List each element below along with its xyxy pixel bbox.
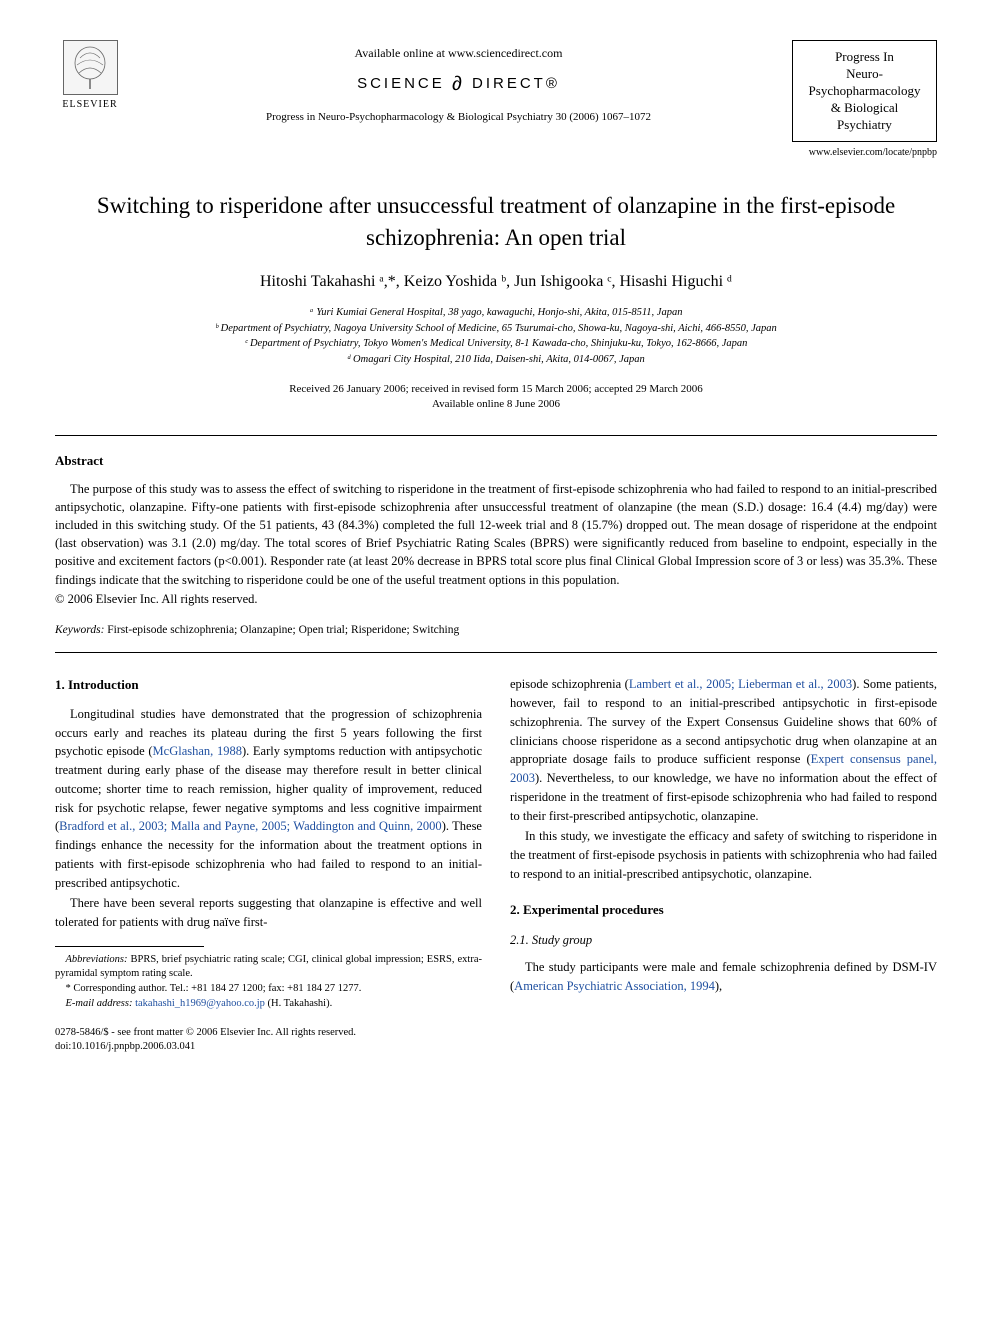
divider-top xyxy=(55,435,937,436)
email-address[interactable]: takahashi_h1969@yahoo.co.jp xyxy=(132,998,264,1009)
section-2-1-heading: 2.1. Study group xyxy=(510,931,937,950)
para-5: The study participants were male and fem… xyxy=(510,958,937,996)
citation-lambert[interactable]: Lambert et al., 2005; Lieberman et al., … xyxy=(629,677,852,691)
section-2-heading: 2. Experimental procedures xyxy=(510,900,937,920)
journal-box-line3: & Biological Psychiatry xyxy=(803,100,926,134)
para-3: episode schizophrenia (Lambert et al., 2… xyxy=(510,675,937,825)
email-line: E-mail address: takahashi_h1969@yahoo.co… xyxy=(55,997,482,1012)
elsevier-tree-icon xyxy=(63,40,118,95)
affiliations-block: ᵃ Yuri Kumiai General Hospital, 38 yago,… xyxy=(55,305,937,368)
bottom-left: 0278-5846/$ - see front matter © 2006 El… xyxy=(55,1026,356,1055)
abbreviations-line: Abbreviations: BPRS, brief psychiatric r… xyxy=(55,953,482,982)
science-direct-suffix: DIRECT® xyxy=(472,75,560,92)
issn-line: 0278-5846/$ - see front matter © 2006 El… xyxy=(55,1026,356,1041)
dates-block: Received 26 January 2006; received in re… xyxy=(55,382,937,413)
citation-bradford[interactable]: Bradford et al., 2003; Malla and Payne, … xyxy=(59,819,442,833)
article-title: Switching to risperidone after unsuccess… xyxy=(75,190,917,252)
para-2: There have been several reports suggesti… xyxy=(55,894,482,932)
science-direct-prefix: SCIENCE xyxy=(357,75,445,92)
section-1-heading: 1. Introduction xyxy=(55,675,482,695)
citation-apa[interactable]: American Psychiatric Association, 1994 xyxy=(514,979,715,993)
affiliation-c: ᶜ Department of Psychiatry, Tokyo Women'… xyxy=(55,336,937,352)
journal-box-line1: Progress In xyxy=(803,49,926,66)
email-label: E-mail address: xyxy=(66,998,133,1009)
citation-mcglashan[interactable]: McGlashan, 1988 xyxy=(153,744,242,758)
footnotes-block: Abbreviations: BPRS, brief psychiatric r… xyxy=(55,953,482,1012)
abstract-text: The purpose of this study was to assess … xyxy=(55,480,937,589)
doi-line: doi:10.1016/j.pnpbp.2006.03.041 xyxy=(55,1040,356,1055)
keywords-label: Keywords: xyxy=(55,624,104,636)
elsevier-label: ELSEVIER xyxy=(62,98,117,112)
para3-text-a: episode schizophrenia ( xyxy=(510,677,629,691)
journal-url: www.elsevier.com/locate/pnpbp xyxy=(809,146,937,160)
para-1: Longitudinal studies have demonstrated t… xyxy=(55,705,482,893)
para3-text-c: ). Nevertheless, to our knowledge, we ha… xyxy=(510,771,937,823)
elsevier-logo: ELSEVIER xyxy=(55,40,125,112)
received-date: Received 26 January 2006; received in re… xyxy=(55,382,937,397)
footnote-divider xyxy=(55,946,204,947)
para-4: In this study, we investigate the effica… xyxy=(510,827,937,883)
divider-bottom xyxy=(55,652,937,653)
bottom-row: 0278-5846/$ - see front matter © 2006 El… xyxy=(55,1026,937,1055)
abstract-copyright: © 2006 Elsevier Inc. All rights reserved… xyxy=(55,591,937,609)
journal-reference: Progress in Neuro-Psychopharmacology & B… xyxy=(125,110,792,125)
affiliation-d: ᵈ Omagari City Hospital, 210 Iida, Daise… xyxy=(55,352,937,368)
affiliation-a: ᵃ Yuri Kumiai General Hospital, 38 yago,… xyxy=(55,305,937,321)
sd-swirl-icon: ∂ xyxy=(452,70,465,98)
affiliation-b: ᵇ Department of Psychiatry, Nagoya Unive… xyxy=(55,321,937,337)
right-column: episode schizophrenia (Lambert et al., 2… xyxy=(510,675,937,1011)
journal-box-line2: Neuro-Psychopharmacology xyxy=(803,66,926,100)
header-right-column: Progress In Neuro-Psychopharmacology & B… xyxy=(792,40,937,160)
journal-title-box: Progress In Neuro-Psychopharmacology & B… xyxy=(792,40,937,142)
page-container: ELSEVIER Available online at www.science… xyxy=(0,0,992,1085)
header-row: ELSEVIER Available online at www.science… xyxy=(55,40,937,160)
available-online-text: Available online at www.sciencedirect.co… xyxy=(125,45,792,62)
corresponding-author: * Corresponding author. Tel.: +81 184 27… xyxy=(55,982,482,997)
two-column-body: 1. Introduction Longitudinal studies hav… xyxy=(55,675,937,1011)
para5-text-b: ), xyxy=(715,979,722,993)
center-header: Available online at www.sciencedirect.co… xyxy=(125,40,792,125)
science-direct-logo: SCIENCE ∂ DIRECT® xyxy=(125,70,792,98)
email-suffix: (H. Takahashi). xyxy=(265,998,332,1009)
left-column: 1. Introduction Longitudinal studies hav… xyxy=(55,675,482,1011)
keywords-line: Keywords: First-episode schizophrenia; O… xyxy=(55,622,937,638)
keywords-text: First-episode schizophrenia; Olanzapine;… xyxy=(104,624,459,636)
abstract-heading: Abstract xyxy=(55,452,937,470)
online-date: Available online 8 June 2006 xyxy=(55,397,937,412)
authors-line: Hitoshi Takahashi ᵃ,*, Keizo Yoshida ᵇ, … xyxy=(55,271,937,293)
abbrev-label: Abbreviations: xyxy=(66,954,128,965)
